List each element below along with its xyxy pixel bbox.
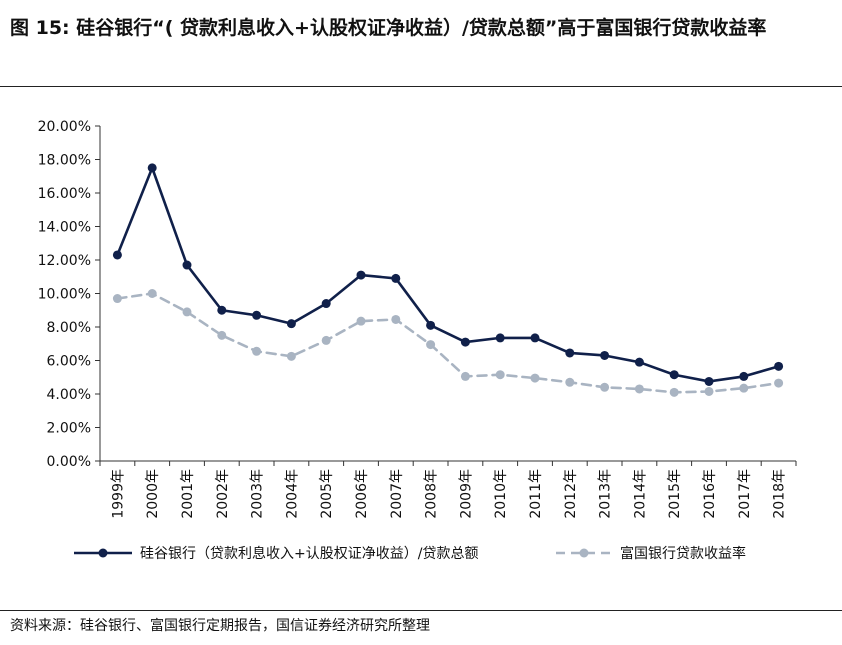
x-tick-label: 2018年 <box>772 469 788 519</box>
series-1-point <box>112 250 122 260</box>
x-tick-label: 2011年 <box>528 469 544 519</box>
title-divider <box>0 86 842 87</box>
series-2-point <box>426 340 436 350</box>
series-2-point <box>182 307 192 317</box>
x-tick-label: 2003年 <box>250 469 266 519</box>
y-tick-label: 6.00% <box>47 354 91 370</box>
series-1-point <box>182 260 192 270</box>
series-2-point <box>565 377 575 387</box>
y-tick-label: 0.00% <box>47 454 91 470</box>
x-tick-label: 2005年 <box>319 469 335 519</box>
series-2-point <box>321 335 331 345</box>
x-tick-label: 2002年 <box>215 469 231 519</box>
legend-marker-series-2 <box>579 548 589 558</box>
source-note: 资料来源：硅谷银行、富国银行定期报告，国信证券经济研究所整理 <box>10 618 430 634</box>
x-tick-label: 2016年 <box>702 469 718 519</box>
y-tick-label: 16.00% <box>38 186 91 202</box>
y-tick-label: 12.00% <box>38 253 91 269</box>
series-2-point <box>530 373 540 383</box>
y-tick-label: 2.00% <box>47 421 91 437</box>
series-1-point <box>774 361 784 371</box>
x-tick-label: 2007年 <box>389 469 405 519</box>
series-2-point <box>739 383 749 393</box>
chart-axes <box>99 126 796 462</box>
x-tick-label: 2010年 <box>493 469 509 519</box>
series-1-point <box>634 357 644 367</box>
y-tick-label: 8.00% <box>47 320 91 336</box>
series-2-point <box>356 316 366 326</box>
x-tick-label: 2008年 <box>424 469 440 519</box>
series-2-point <box>634 384 644 394</box>
x-tick-label: 2009年 <box>458 469 474 519</box>
x-tick-label: 2001年 <box>180 469 196 519</box>
x-tick-label: 2015年 <box>667 469 683 519</box>
series-1-point <box>600 350 610 360</box>
series-1-point <box>286 319 296 329</box>
figure-title: 图 15: 硅谷银行“( 贷款利息收入+认股权证净收益）/贷款总额”高于富国银行… <box>10 17 767 39</box>
series-1-point <box>565 348 575 358</box>
series-2-line <box>116 292 780 394</box>
x-tick-label: 1999年 <box>110 469 126 519</box>
series-1-point <box>495 333 505 343</box>
series-1-line <box>116 166 780 383</box>
series-2-point <box>286 351 296 361</box>
legend-marker-series-1 <box>98 548 108 558</box>
series-1-point <box>147 163 157 173</box>
series-2-point <box>391 314 401 324</box>
series-1-point <box>669 370 679 380</box>
series-2-point <box>217 330 227 340</box>
series-2-point <box>495 370 505 380</box>
series-1-point <box>356 270 366 280</box>
y-tick-label: 18.00% <box>38 153 91 169</box>
y-tick-label: 10.00% <box>38 287 91 303</box>
series-1-point <box>530 333 540 343</box>
series-2-point <box>112 294 122 304</box>
series-layer <box>112 163 784 397</box>
series-1-point <box>426 320 436 330</box>
x-tick-label: 2000年 <box>145 469 161 519</box>
series-2-point <box>460 371 470 381</box>
x-axis-ticks: 1999年 2000年 2001年 2002年 2003年 2004年 2005年 2006年… <box>99 461 797 519</box>
y-axis-ticks: 0.00% 2.00% 4.00% 6.00% 8.00% 10.00% 12.00% 14.… <box>38 119 100 470</box>
x-tick-label: 2004年 <box>284 469 300 519</box>
y-tick-label: 20.00% <box>38 119 91 135</box>
series-1-point <box>217 305 227 315</box>
x-tick-label: 2014年 <box>632 469 648 519</box>
series-1-point <box>460 337 470 347</box>
series-2-point <box>252 346 262 356</box>
series-2-point <box>600 382 610 392</box>
series-1-point <box>391 273 401 283</box>
series-2-point <box>147 289 157 298</box>
series-2-point <box>774 378 784 388</box>
series-2-point <box>669 387 679 397</box>
series-1-point <box>252 310 262 320</box>
legend-label-series-2: 富国银行贷款收益率 <box>620 545 746 562</box>
legend-label-series-1: 硅谷银行（贷款利息收入+认股权证净收益）/贷款总额 <box>140 545 478 562</box>
x-tick-label: 2006年 <box>354 469 370 519</box>
series-1-point <box>739 371 749 381</box>
series-1-point <box>321 299 331 309</box>
series-2-point <box>704 386 714 396</box>
y-tick-label: 14.00% <box>38 220 91 236</box>
x-tick-label: 2013年 <box>598 469 614 519</box>
legend: 硅谷银行（贷款利息收入+认股权证净收益）/贷款总额 富国银行贷款收益率 <box>74 545 746 562</box>
y-tick-label: 4.00% <box>47 387 91 403</box>
x-tick-label: 2012年 <box>563 469 579 519</box>
series-1-point <box>704 376 714 386</box>
x-tick-label: 2017年 <box>737 469 753 519</box>
source-divider <box>0 610 842 611</box>
